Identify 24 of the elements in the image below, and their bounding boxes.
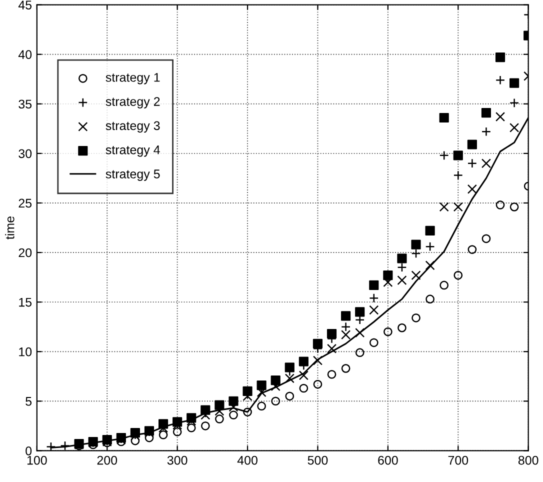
- legend-label: strategy 4: [106, 146, 160, 157]
- y-axis-title: time: [5, 216, 14, 240]
- x-tick-label: 800: [518, 456, 538, 465]
- y-tick-label: 35: [18, 100, 32, 109]
- x-tick-label: 600: [378, 456, 398, 465]
- y-tick-label: 30: [18, 149, 32, 158]
- x-tick-label: 700: [448, 456, 468, 465]
- legend-label: strategy 1: [106, 73, 160, 84]
- x-tick-label: 200: [97, 456, 118, 465]
- legend-label: strategy 5: [106, 170, 160, 181]
- x-tick-label: 300: [167, 456, 188, 465]
- y-tick-label: 40: [18, 50, 32, 60]
- x-tick-label: 100: [27, 456, 47, 465]
- y-tick-label: 25: [18, 198, 32, 208]
- x-tick-label: 500: [308, 456, 328, 465]
- y-tick-label: 45: [18, 0, 32, 10]
- x-tick-label: 400: [237, 456, 258, 465]
- y-tick-label: 10: [19, 347, 32, 356]
- y-tick-label: 0: [26, 446, 32, 456]
- legend-label: strategy 3: [106, 121, 160, 133]
- y-tick-label: 15: [19, 298, 32, 307]
- y-tick-label: 20: [18, 248, 32, 258]
- legend-label: strategy 2: [106, 97, 160, 108]
- y-tick-label: 5: [26, 397, 32, 406]
